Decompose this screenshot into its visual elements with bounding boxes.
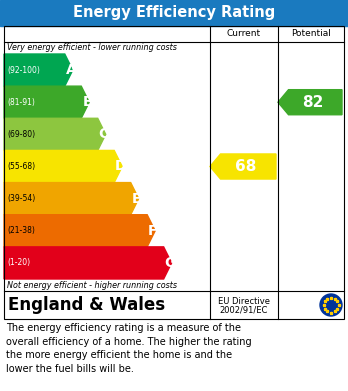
Text: B: B bbox=[82, 95, 93, 109]
Text: England & Wales: England & Wales bbox=[8, 296, 165, 314]
Polygon shape bbox=[278, 90, 342, 115]
Text: (81-91): (81-91) bbox=[7, 98, 35, 107]
Polygon shape bbox=[4, 86, 89, 118]
Text: The energy efficiency rating is a measure of the
overall efficiency of a home. T: The energy efficiency rating is a measur… bbox=[6, 323, 252, 374]
Text: 2002/91/EC: 2002/91/EC bbox=[220, 305, 268, 314]
Text: EU Directive: EU Directive bbox=[218, 298, 270, 307]
Polygon shape bbox=[4, 215, 155, 247]
Text: G: G bbox=[165, 256, 176, 270]
Text: Potential: Potential bbox=[291, 29, 331, 38]
Text: D: D bbox=[115, 160, 127, 174]
Text: (92-100): (92-100) bbox=[7, 66, 40, 75]
Text: Current: Current bbox=[227, 29, 261, 38]
Polygon shape bbox=[210, 154, 276, 179]
Text: 82: 82 bbox=[302, 95, 324, 110]
Polygon shape bbox=[4, 118, 106, 151]
Text: C: C bbox=[99, 127, 109, 142]
Polygon shape bbox=[4, 247, 172, 279]
Text: Not energy efficient - higher running costs: Not energy efficient - higher running co… bbox=[7, 280, 177, 289]
Text: 68: 68 bbox=[235, 159, 257, 174]
Polygon shape bbox=[4, 151, 122, 183]
Bar bbox=[0, 0, 348, 26]
Text: (55-68): (55-68) bbox=[7, 162, 35, 171]
Text: A: A bbox=[66, 63, 77, 77]
Text: E: E bbox=[132, 192, 141, 206]
Bar bbox=[4, 26, 344, 319]
Polygon shape bbox=[4, 54, 73, 86]
Circle shape bbox=[320, 294, 342, 316]
Text: (39-54): (39-54) bbox=[7, 194, 35, 203]
Text: (21-38): (21-38) bbox=[7, 226, 35, 235]
Text: (1-20): (1-20) bbox=[7, 258, 30, 267]
Text: F: F bbox=[148, 224, 158, 238]
Text: (69-80): (69-80) bbox=[7, 130, 35, 139]
Text: Energy Efficiency Rating: Energy Efficiency Rating bbox=[73, 5, 275, 20]
Text: Very energy efficient - lower running costs: Very energy efficient - lower running co… bbox=[7, 43, 177, 52]
Polygon shape bbox=[4, 183, 139, 215]
